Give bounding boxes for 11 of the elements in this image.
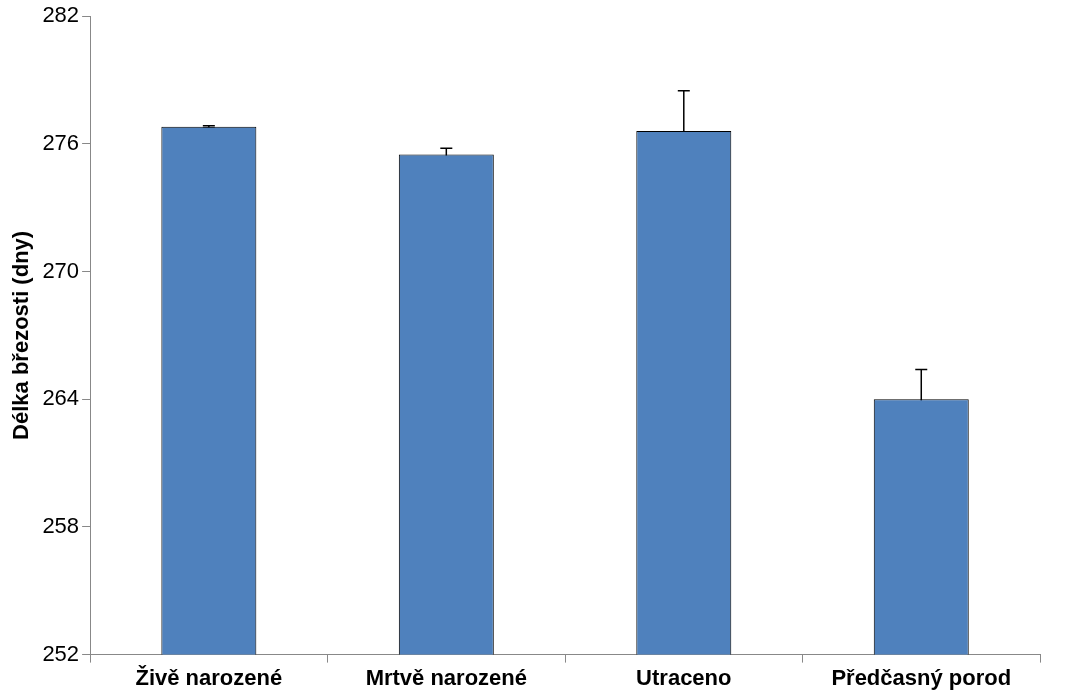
y-tick-label: 282 [42,2,80,28]
y-tick-label: 264 [42,385,80,411]
x-tick-label: Živě narozené [135,664,283,690]
y-tick-label: 270 [42,257,80,283]
y-axis-title: Délka březosti (dny) [8,230,34,440]
y-tick-label: 252 [42,640,80,666]
y-tick-label: 276 [42,129,80,155]
x-tick-label: Mrtvě narozené [365,664,528,690]
y-tick-label: 258 [42,512,80,538]
x-tick-label: Utraceno [636,664,732,690]
x-tick-label: Předčasný porod [831,664,1012,690]
